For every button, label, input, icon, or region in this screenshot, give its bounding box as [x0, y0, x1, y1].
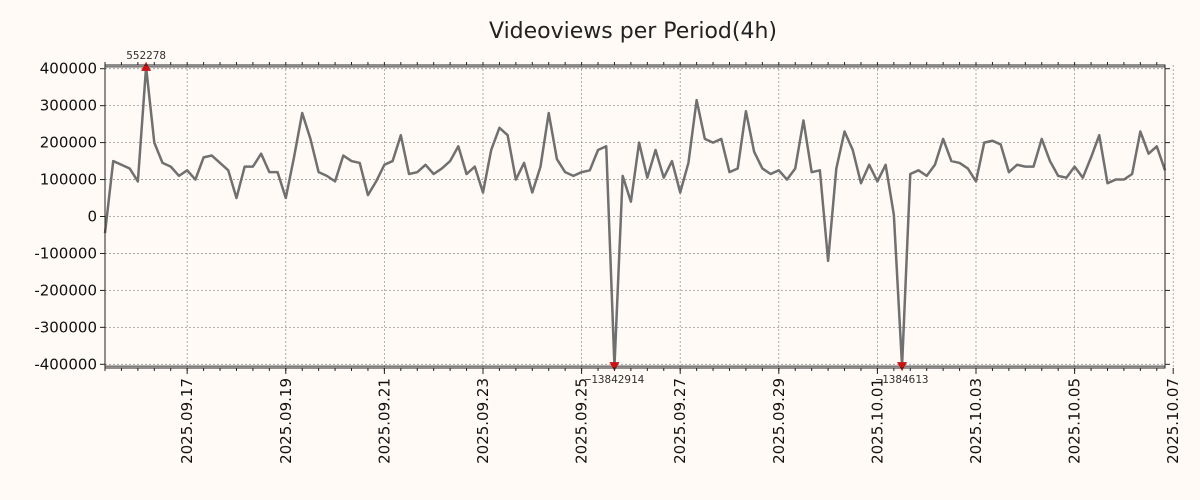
x-axis: 2025.09.17 2025.09.19 2025.09.21 2025.09.23… [104, 62, 1182, 464]
x-tick-label: 2025.09.21 [375, 378, 393, 464]
reference-lines [105, 66, 1165, 367]
x-tick-label: 2025.10.07 [1164, 378, 1182, 464]
y-tick-label: 400000 [40, 60, 97, 78]
x-tick-label: 2025.10.05 [1066, 378, 1084, 464]
x-tick-label: 2025.09.29 [770, 378, 788, 464]
x-tick-label: 2025.10.01 [868, 378, 886, 464]
peak-annotation: 552278 [126, 49, 166, 62]
chart-title: Videoviews per Period(4h) [489, 19, 777, 44]
y-axis: 400000 300000 200000 100000 0 -100000 -200000 -… [34, 60, 1170, 373]
x-tick-label: 2025.09.17 [178, 378, 196, 464]
peak-marker [141, 61, 152, 71]
series-line [103, 65, 1167, 368]
dip-annotation: −1384613 [876, 373, 929, 386]
dip-marker [609, 362, 620, 372]
y-tick-label: 100000 [40, 171, 97, 189]
y-tick-label: -200000 [34, 281, 97, 299]
dip-marker [897, 362, 908, 372]
x-tick-label: 2025.09.27 [671, 378, 689, 464]
y-tick-label: 300000 [40, 97, 97, 115]
x-tick-label: 2025.10.03 [967, 378, 985, 464]
y-tick-label: -300000 [34, 318, 97, 336]
x-tick-label: 2025.09.25 [573, 378, 591, 464]
y-tick-label: -100000 [34, 244, 97, 262]
dip-annotation: −13842914 [585, 373, 645, 386]
y-tick-label: -400000 [34, 355, 97, 373]
x-tick-label: 2025.09.19 [277, 378, 295, 464]
x-tick-label: 2025.09.23 [474, 378, 492, 464]
marker-layer: 552278 −13842914 −1384613 [126, 49, 928, 386]
y-tick-label: 200000 [40, 134, 97, 152]
series-layer [103, 65, 1167, 368]
y-tick-label: 0 [87, 208, 97, 226]
